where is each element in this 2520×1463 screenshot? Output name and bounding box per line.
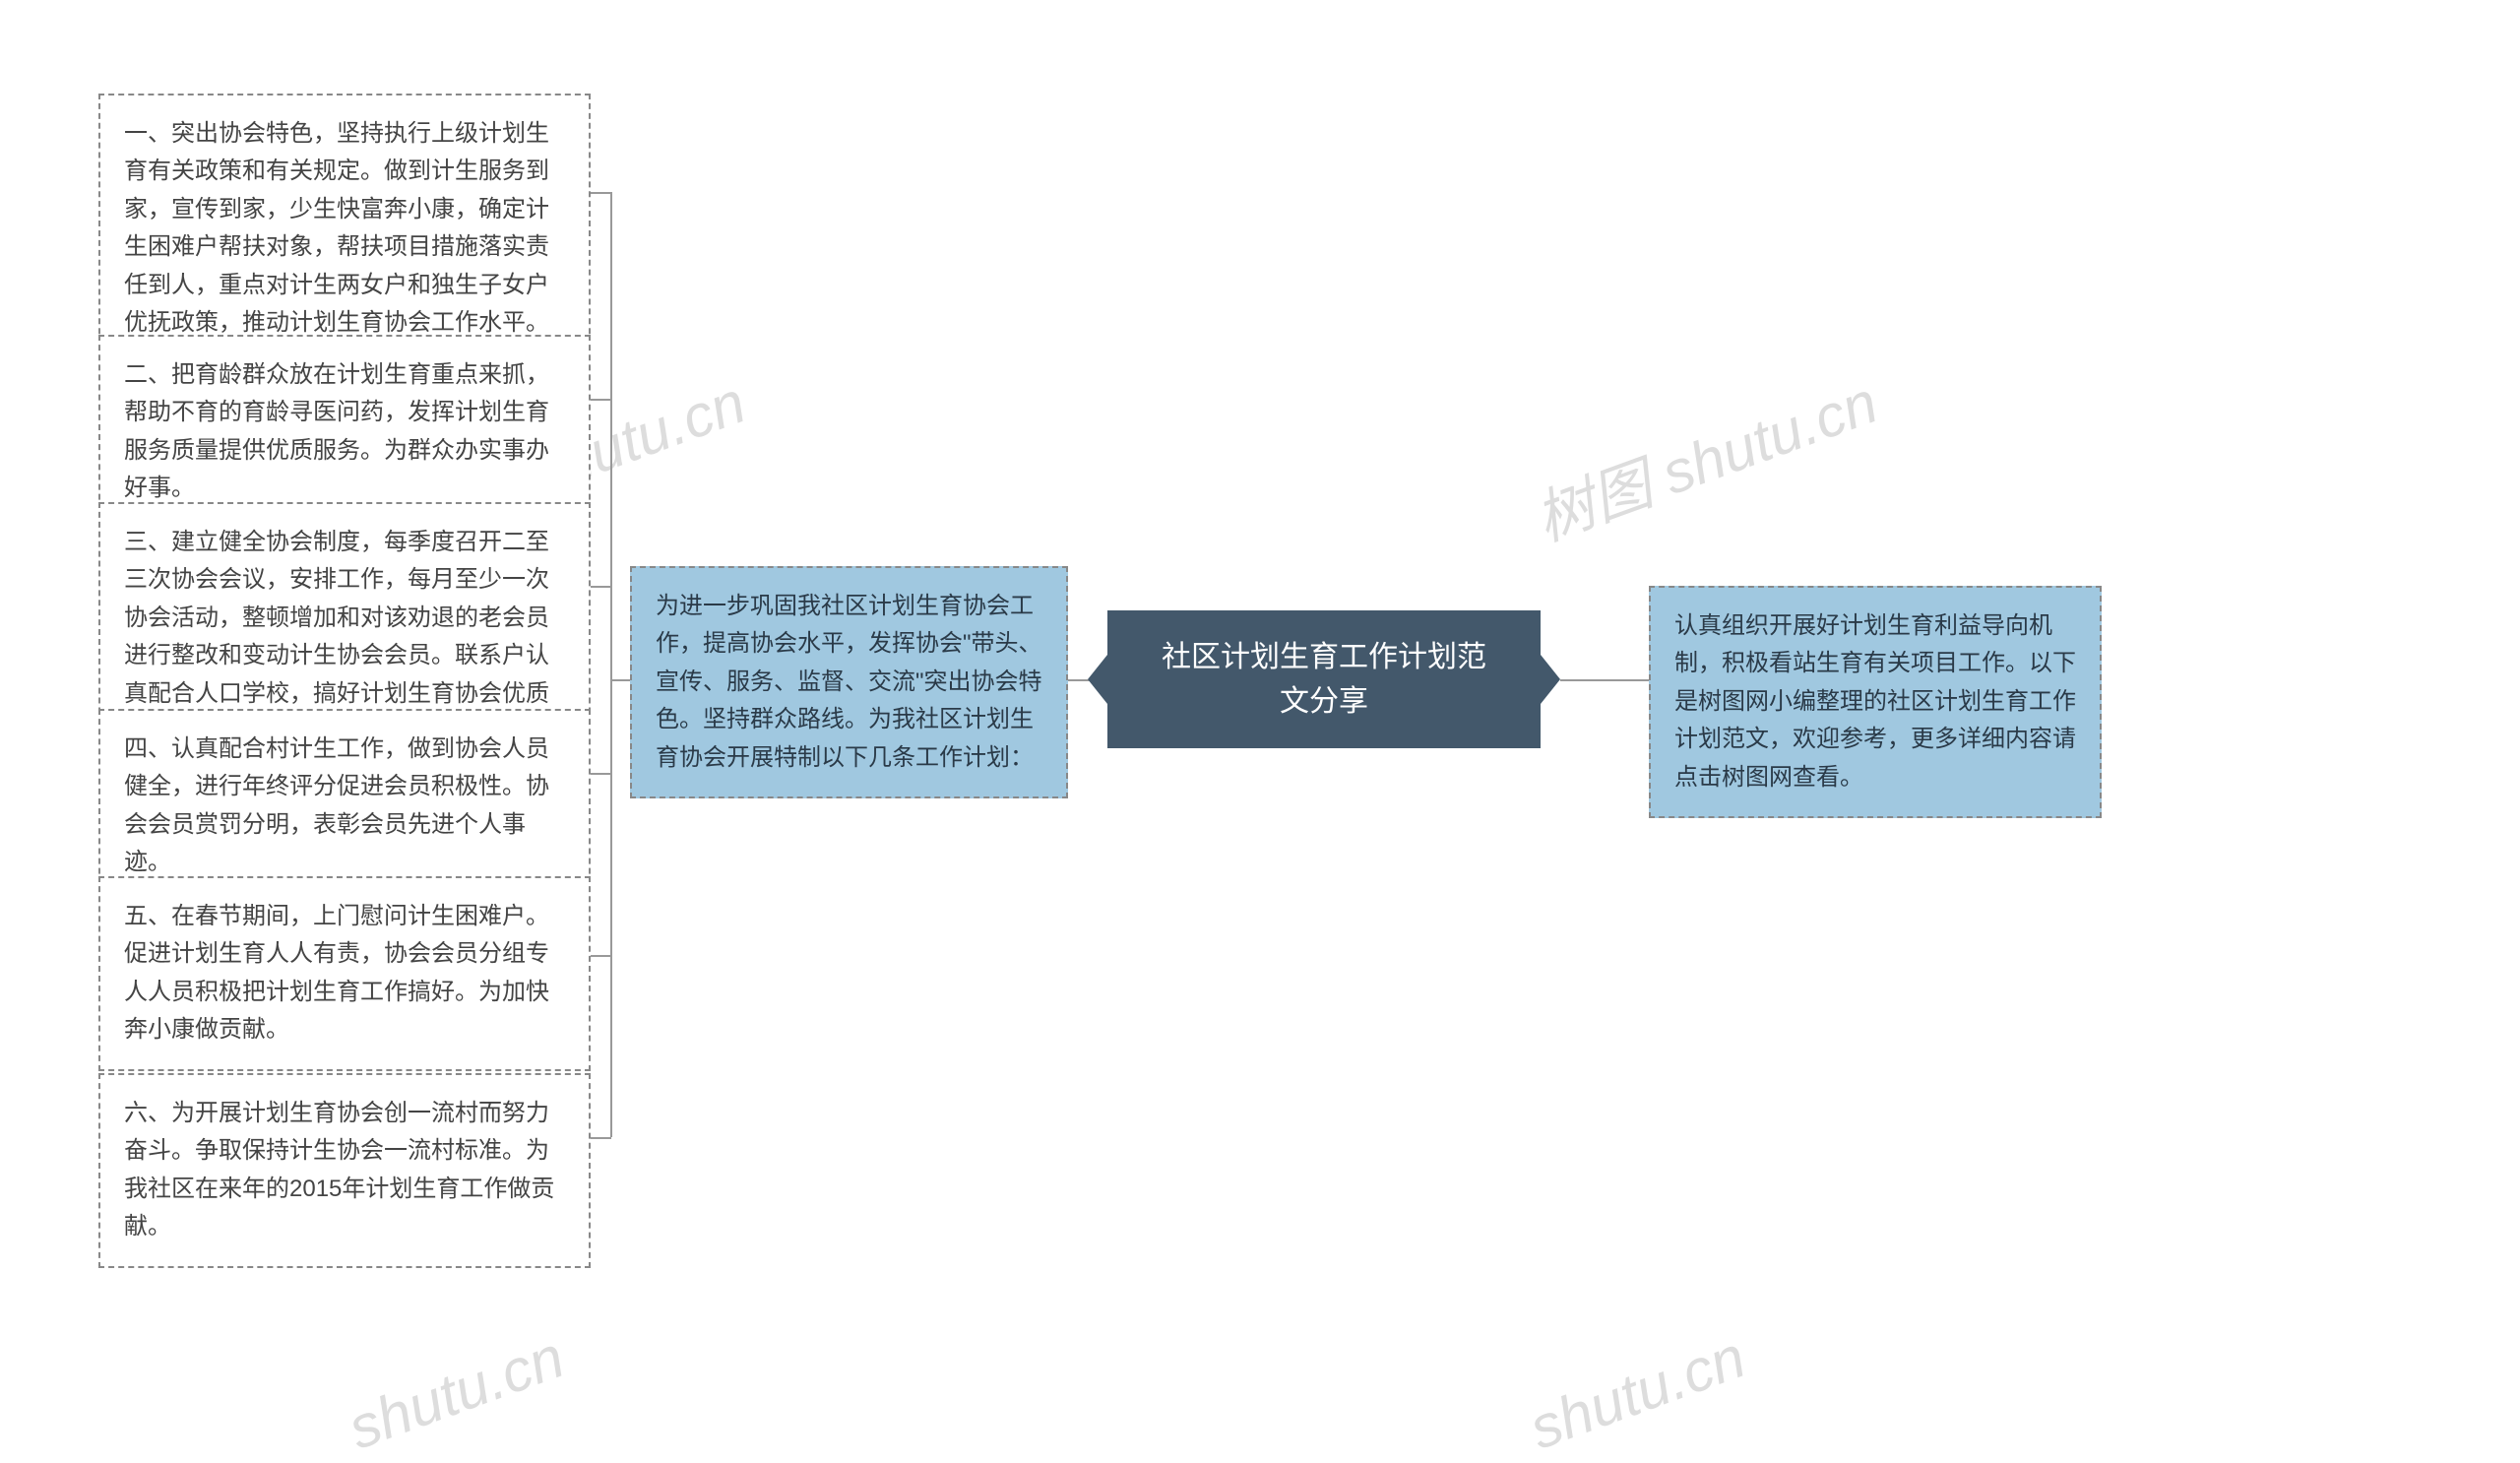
- connector: [610, 192, 612, 1137]
- leaf-node-2: 二、把育龄群众放在计划生育重点来抓，帮助不育的育龄寻医问药，发挥计划生育服务质量…: [98, 335, 591, 530]
- connector: [591, 955, 611, 957]
- mindmap-canvas: 树图 shutu.cn 树图 shutu.cn shutu.cn shutu.c…: [0, 0, 2520, 1423]
- center-arrow-right: [1541, 655, 1560, 704]
- connector: [591, 192, 611, 194]
- connector: [591, 586, 611, 588]
- watermark: shutu.cn: [340, 1322, 573, 1462]
- connector: [610, 679, 630, 681]
- watermark: 树图 shutu.cn: [1522, 354, 1887, 557]
- leaf-node-6: 六、为开展计划生育协会创一流村而努力奋斗。争取保持计生协会一流村标准。为我社区在…: [98, 1073, 591, 1268]
- left-branch-node: 为进一步巩固我社区计划生育协会工作，提高协会水平，发挥协会"带头、宣传、服务、监…: [630, 566, 1068, 798]
- center-arrow-left: [1088, 655, 1107, 704]
- connector: [591, 399, 611, 401]
- right-branch-node: 认真组织开展好计划生育利益导向机制，积极看站生育有关项目工作。以下是树图网小编整…: [1649, 586, 2102, 818]
- leaf-node-1: 一、突出协会特色，坚持执行上级计划生育有关政策和有关规定。做到计生服务到家，宣传…: [98, 94, 591, 363]
- leaf-node-4: 四、认真配合村计生工作，做到协会人员健全，进行年终评分促进会员积极性。协会会员赏…: [98, 709, 591, 904]
- watermark: shutu.cn: [1521, 1322, 1754, 1462]
- center-node: 社区计划生育工作计划范 文分享: [1107, 610, 1541, 748]
- connector: [1560, 679, 1649, 681]
- connector: [591, 1137, 611, 1139]
- leaf-node-5: 五、在春节期间，上门慰问计生困难户。促进计划生育人人有责，协会会员分组专人人员积…: [98, 876, 591, 1071]
- connector: [591, 773, 611, 775]
